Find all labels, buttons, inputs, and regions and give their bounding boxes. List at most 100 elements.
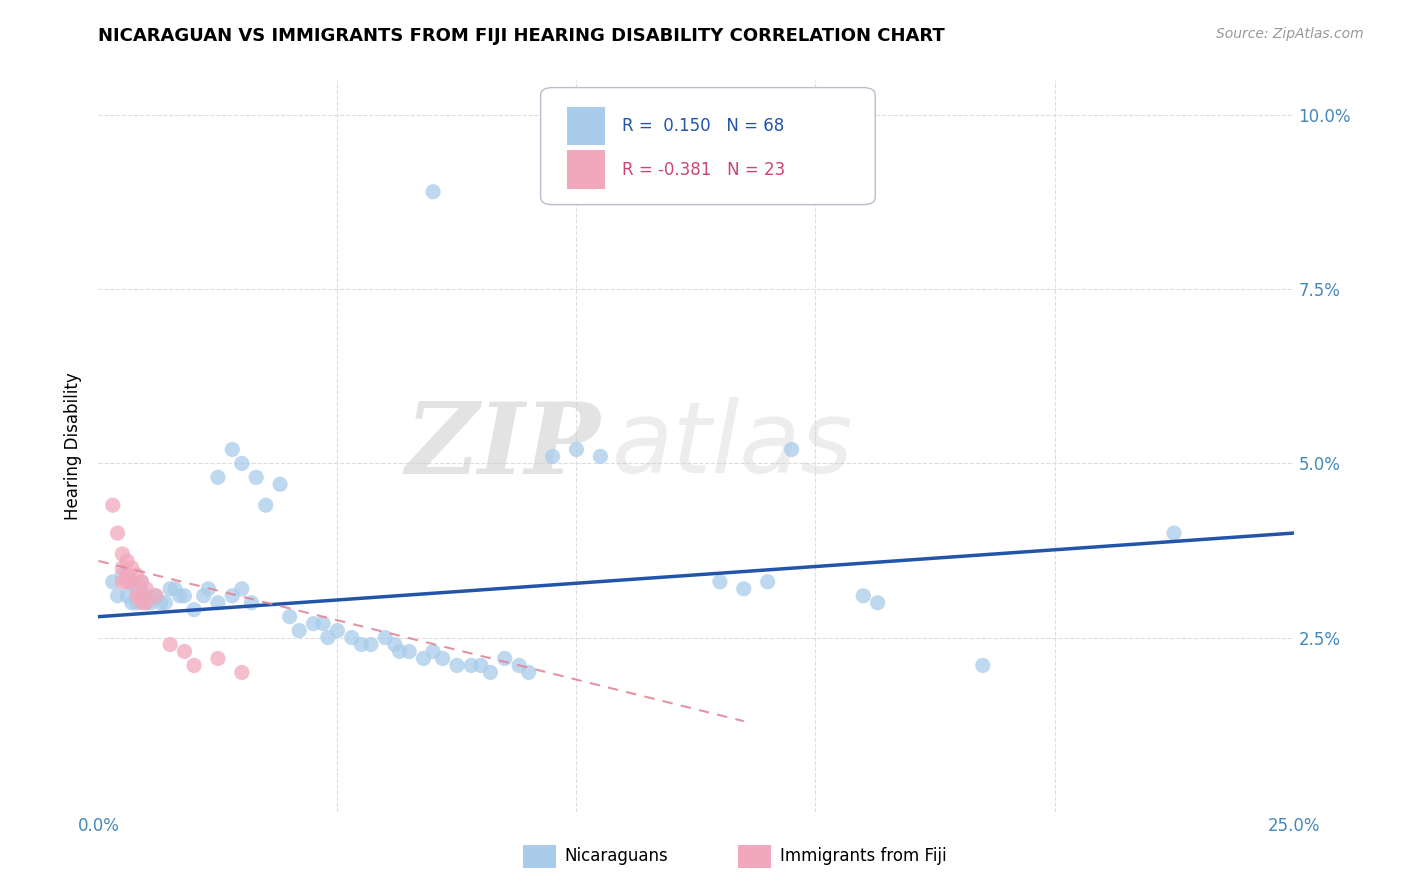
Point: [111, 547, 134, 561]
Point: [101, 498, 124, 512]
Point: [302, 616, 325, 631]
Point: [565, 442, 588, 457]
Point: [340, 631, 363, 645]
Point: [388, 644, 411, 658]
Point: [709, 574, 731, 589]
Point: [115, 574, 138, 589]
Text: NICARAGUAN VS IMMIGRANTS FROM FIJI HEARING DISABILITY CORRELATION CHART: NICARAGUAN VS IMMIGRANTS FROM FIJI HEARI…: [98, 27, 945, 45]
Point: [131, 589, 153, 603]
Point: [115, 567, 138, 582]
FancyBboxPatch shape: [540, 87, 875, 204]
Point: [278, 609, 301, 624]
Point: [460, 658, 482, 673]
Point: [139, 596, 162, 610]
Point: [316, 631, 339, 645]
Point: [125, 589, 148, 603]
Point: [384, 638, 406, 652]
Point: [269, 477, 291, 491]
Point: [131, 589, 153, 603]
Point: [155, 596, 177, 610]
Point: [159, 638, 181, 652]
Point: [733, 582, 755, 596]
Point: [479, 665, 502, 680]
Point: [207, 470, 229, 484]
Point: [173, 644, 195, 658]
Point: [111, 574, 134, 589]
Point: [221, 442, 243, 457]
Point: [125, 596, 148, 610]
Point: [756, 574, 779, 589]
Point: [508, 658, 530, 673]
Point: [422, 185, 444, 199]
Point: [494, 651, 516, 665]
Y-axis label: Hearing Disability: Hearing Disability: [65, 372, 83, 520]
Bar: [523, 845, 557, 868]
Bar: [738, 845, 772, 868]
Point: [125, 567, 148, 582]
Point: [193, 589, 215, 603]
Point: [231, 457, 253, 471]
Point: [145, 589, 167, 603]
Point: [254, 498, 277, 512]
Point: [1163, 526, 1185, 541]
Point: [470, 658, 492, 673]
Point: [131, 596, 153, 610]
Point: [131, 574, 153, 589]
Point: [231, 665, 253, 680]
Text: R =  0.150   N = 68: R = 0.150 N = 68: [621, 117, 785, 135]
Point: [163, 582, 186, 596]
Point: [135, 596, 157, 610]
Point: [107, 526, 129, 541]
Point: [131, 574, 153, 589]
Point: [312, 616, 335, 631]
Point: [115, 589, 138, 603]
Text: atlas: atlas: [613, 398, 853, 494]
Bar: [567, 107, 605, 145]
Point: [412, 651, 434, 665]
Point: [852, 589, 875, 603]
Point: [866, 596, 889, 610]
Point: [780, 442, 803, 457]
Point: [135, 589, 157, 603]
Point: [125, 582, 148, 596]
Point: [288, 624, 311, 638]
Text: Immigrants from Fiji: Immigrants from Fiji: [779, 847, 946, 864]
Point: [446, 658, 468, 673]
Point: [360, 638, 382, 652]
Point: [541, 450, 564, 464]
Point: [240, 596, 263, 610]
Point: [135, 582, 157, 596]
Point: [374, 631, 396, 645]
Point: [121, 574, 143, 589]
Point: [169, 589, 191, 603]
Point: [183, 658, 205, 673]
Point: [101, 574, 124, 589]
Point: [121, 561, 143, 575]
Point: [115, 554, 138, 568]
Point: [350, 638, 373, 652]
Bar: [567, 151, 605, 188]
Text: ZIP: ZIP: [405, 398, 600, 494]
Point: [398, 644, 420, 658]
Point: [183, 603, 205, 617]
Point: [221, 589, 243, 603]
Point: [517, 665, 540, 680]
Point: [107, 589, 129, 603]
Point: [231, 582, 253, 596]
Point: [432, 651, 454, 665]
Point: [197, 582, 219, 596]
Point: [111, 561, 134, 575]
Point: [135, 596, 157, 610]
Point: [111, 567, 134, 582]
Point: [207, 596, 229, 610]
Point: [121, 574, 143, 589]
Point: [145, 589, 167, 603]
Point: [972, 658, 994, 673]
Point: [422, 644, 444, 658]
Text: Source: ZipAtlas.com: Source: ZipAtlas.com: [1216, 27, 1364, 41]
Point: [121, 596, 143, 610]
Point: [149, 596, 172, 610]
Point: [207, 651, 229, 665]
Point: [326, 624, 349, 638]
Text: R = -0.381   N = 23: R = -0.381 N = 23: [621, 161, 785, 178]
